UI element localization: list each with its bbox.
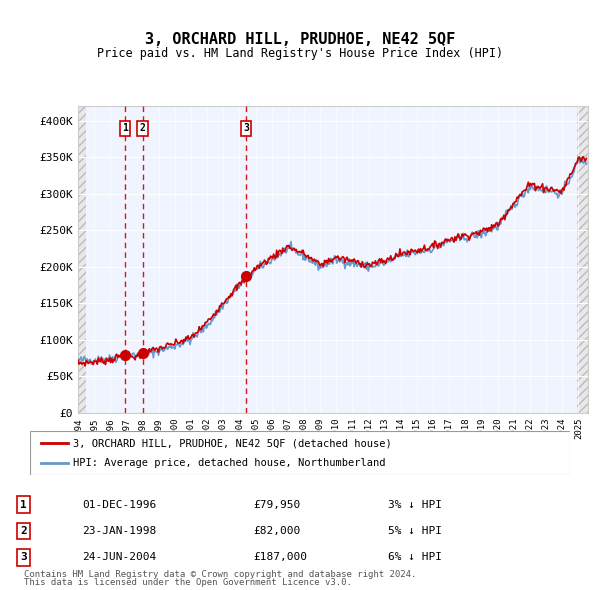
Text: Contains HM Land Registry data © Crown copyright and database right 2024.: Contains HM Land Registry data © Crown c…	[24, 571, 416, 579]
Text: 2: 2	[20, 526, 27, 536]
Text: 23-JAN-1998: 23-JAN-1998	[82, 526, 157, 536]
Text: 5% ↓ HPI: 5% ↓ HPI	[388, 526, 442, 536]
Text: HPI: Average price, detached house, Northumberland: HPI: Average price, detached house, Nort…	[73, 458, 386, 467]
Text: 3: 3	[243, 123, 249, 133]
Text: 3% ↓ HPI: 3% ↓ HPI	[388, 500, 442, 510]
Text: 01-DEC-1996: 01-DEC-1996	[82, 500, 157, 510]
Text: 1: 1	[122, 123, 128, 133]
Text: This data is licensed under the Open Government Licence v3.0.: This data is licensed under the Open Gov…	[24, 578, 352, 587]
Text: 3, ORCHARD HILL, PRUDHOE, NE42 5QF: 3, ORCHARD HILL, PRUDHOE, NE42 5QF	[145, 32, 455, 47]
Text: £187,000: £187,000	[253, 552, 307, 562]
Text: £79,950: £79,950	[253, 500, 300, 510]
Text: 1: 1	[20, 500, 27, 510]
Text: 3, ORCHARD HILL, PRUDHOE, NE42 5QF (detached house): 3, ORCHARD HILL, PRUDHOE, NE42 5QF (deta…	[73, 438, 392, 448]
Text: £82,000: £82,000	[253, 526, 300, 536]
Text: Price paid vs. HM Land Registry's House Price Index (HPI): Price paid vs. HM Land Registry's House …	[97, 47, 503, 60]
Text: 2: 2	[140, 123, 145, 133]
Text: 24-JUN-2004: 24-JUN-2004	[82, 552, 157, 562]
FancyBboxPatch shape	[30, 431, 570, 475]
Text: 3: 3	[20, 552, 27, 562]
Text: 6% ↓ HPI: 6% ↓ HPI	[388, 552, 442, 562]
